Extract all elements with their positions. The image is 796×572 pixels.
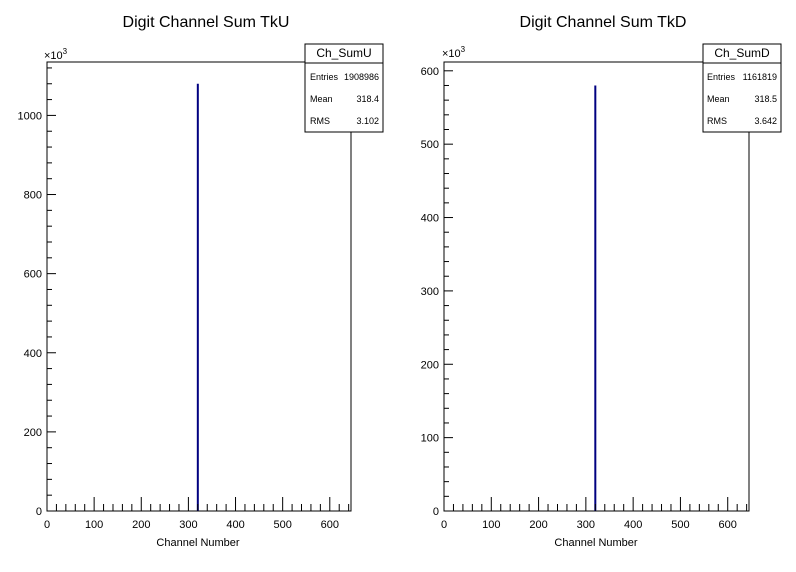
stats-rms-value: 3.642 xyxy=(754,116,777,126)
y-tick-label: 500 xyxy=(421,139,439,151)
stats-box: Ch_SumD Entries 1161819 Mean 318.5 RMS 3… xyxy=(702,43,782,133)
x-tick-label: 100 xyxy=(85,519,103,531)
x-tick-label: 200 xyxy=(529,519,547,531)
plot-frame xyxy=(443,61,750,512)
x-tick-label: 500 xyxy=(671,519,689,531)
stats-rms-label: RMS xyxy=(310,116,330,126)
y-tick-label: 1000 xyxy=(18,110,42,122)
y-axis-ticks: 0 200 400 600 800 1000 xyxy=(18,67,56,518)
stats-entries-value: 1161819 xyxy=(743,72,777,82)
chart-title: Digit Channel Sum TkU xyxy=(123,14,290,31)
y-tick-label: 300 xyxy=(421,286,439,298)
stats-mean-label: Mean xyxy=(707,94,730,104)
y-tick-label: 600 xyxy=(24,269,42,281)
stats-rms-label: RMS xyxy=(707,116,727,126)
y-exponent-label: ×103 xyxy=(44,47,68,62)
x-tick-label: 600 xyxy=(321,519,339,531)
plot-frame xyxy=(46,61,352,512)
y-tick-label: 200 xyxy=(24,427,42,439)
stats-name: Ch_SumU xyxy=(316,46,371,60)
stats-entries-value: 1908986 xyxy=(344,72,379,82)
y-tick-label: 600 xyxy=(421,66,439,78)
y-axis-ticks: 0 100 200 300 400 500 600 xyxy=(421,66,453,518)
histogram-panel-tkd: Digit Channel Sum TkD 0 100 200 300 400 500 60… xyxy=(421,14,782,549)
stats-mean-label: Mean xyxy=(310,94,333,104)
stats-entries-label: Entries xyxy=(310,72,339,82)
stats-rms-value: 3.102 xyxy=(356,116,379,126)
y-tick-label: 100 xyxy=(421,433,439,445)
stats-entries-label: Entries xyxy=(707,72,736,82)
x-tick-label: 400 xyxy=(624,519,642,531)
x-tick-label: 400 xyxy=(226,519,244,531)
stats-name: Ch_SumD xyxy=(714,46,770,60)
y-tick-label: 800 xyxy=(24,190,42,202)
stats-mean-value: 318.4 xyxy=(356,94,379,104)
x-tick-label: 0 xyxy=(44,519,50,531)
x-tick-label: 600 xyxy=(719,519,737,531)
x-axis-label: Channel Number xyxy=(554,537,637,549)
x-axis-ticks: 0 100 200 300 400 500 600 xyxy=(441,497,748,531)
x-axis-label: Channel Number xyxy=(156,537,239,549)
y-tick-label: 0 xyxy=(433,506,439,518)
y-tick-label: 200 xyxy=(421,359,439,371)
histogram-panel-tku: Digit Channel Sum TkU 0 100 200 300 400 500 60… xyxy=(18,14,384,549)
y-exponent-label: ×103 xyxy=(442,45,466,60)
x-tick-label: 0 xyxy=(441,519,447,531)
x-axis-ticks: 0 100 200 300 400 500 600 xyxy=(44,497,350,531)
chart-title: Digit Channel Sum TkD xyxy=(520,14,687,31)
stats-box: Ch_SumU Entries 1908986 Mean 318.4 RMS 3… xyxy=(304,43,384,133)
x-tick-label: 500 xyxy=(273,519,291,531)
x-tick-label: 200 xyxy=(132,519,150,531)
y-tick-label: 0 xyxy=(36,506,42,518)
y-tick-label: 400 xyxy=(421,213,439,225)
y-tick-label: 400 xyxy=(24,348,42,360)
x-tick-label: 100 xyxy=(482,519,500,531)
x-tick-label: 300 xyxy=(179,519,197,531)
stats-mean-value: 318.5 xyxy=(754,94,777,104)
x-tick-label: 300 xyxy=(577,519,595,531)
